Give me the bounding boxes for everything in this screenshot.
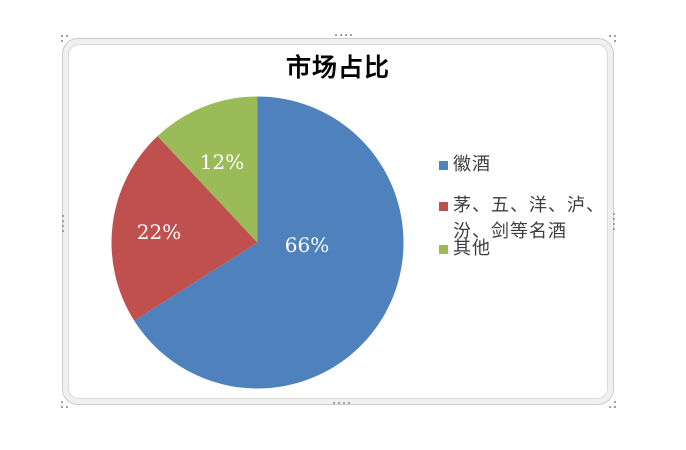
pie-chart[interactable] bbox=[110, 96, 405, 389]
legend-item[interactable]: 其他 bbox=[439, 236, 491, 262]
legend-label: 徽酒 bbox=[453, 154, 491, 175]
resize-handle-left[interactable] bbox=[62, 215, 64, 217]
resize-handle-top[interactable] bbox=[335, 34, 337, 36]
legend-label: 茅、五、洋、泸、汾、剑等名酒 bbox=[453, 195, 605, 242]
resize-handle-top-right[interactable] bbox=[614, 35, 616, 37]
legend-label: 其他 bbox=[453, 238, 491, 259]
legend-swatch-icon bbox=[439, 245, 448, 254]
resize-handle-bottom-left[interactable] bbox=[61, 406, 63, 408]
legend-item[interactable]: 徽酒 bbox=[439, 152, 491, 178]
legend-item[interactable]: 茅、五、洋、泸、汾、剑等名酒 bbox=[439, 193, 615, 245]
resize-handle-right[interactable] bbox=[613, 213, 615, 215]
pie-slice-2[interactable] bbox=[111, 136, 258, 321]
resize-handle-bottom-right[interactable] bbox=[614, 406, 616, 408]
data-label-slice-1[interactable]: 66% bbox=[284, 233, 330, 257]
pie-slice-3[interactable] bbox=[157, 96, 258, 243]
resize-handle-top-left[interactable] bbox=[61, 35, 63, 37]
chart-title[interactable]: 市场占比 bbox=[285, 53, 390, 82]
data-label-slice-2[interactable]: 22% bbox=[136, 220, 182, 244]
chart-object-frame[interactable]: 市场占比 66% 22% 12% 徽酒 茅、五、洋、泸、汾、剑等名酒 其他 bbox=[61, 34, 616, 408]
data-label-slice-3[interactable]: 12% bbox=[199, 150, 245, 174]
legend-swatch-icon bbox=[439, 202, 448, 211]
pie-slice-1[interactable] bbox=[134, 96, 404, 389]
resize-handle-bottom[interactable] bbox=[333, 402, 335, 404]
legend-swatch-icon bbox=[439, 161, 448, 170]
